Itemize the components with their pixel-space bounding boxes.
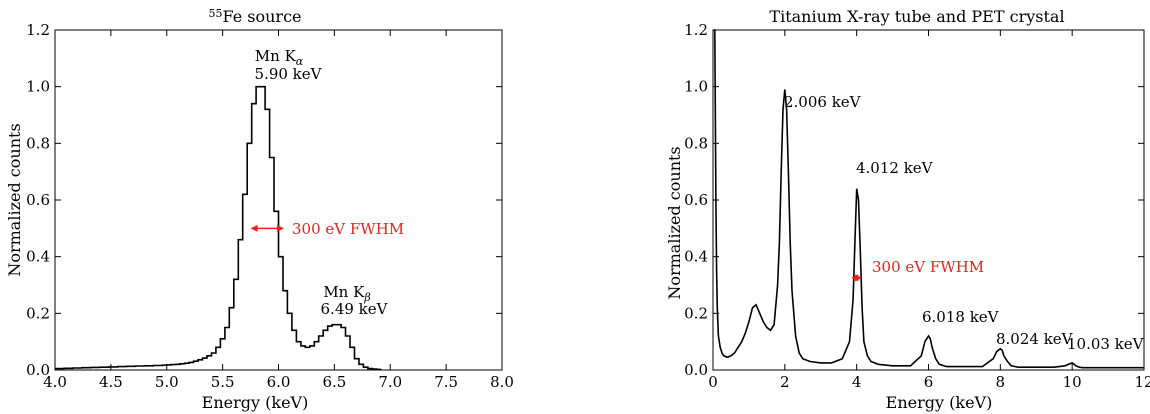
x-tick-label: 10 — [1063, 373, 1082, 391]
y-ticks: 0.0 0.2 0.4 0.6 0.8 1.0 1.2 — [26, 21, 502, 379]
fwhm-arrow-right — [277, 224, 285, 232]
x-tick-label: 8.0 — [490, 373, 514, 391]
y-tick-label: 0.2 — [684, 304, 708, 322]
x-ticks: 4.0 4.5 5.0 5.5 6.0 6.5 7.0 7.5 8.0 — [43, 30, 514, 391]
y-ticks: 0.0 0.2 0.4 0.6 0.8 1.0 1.2 — [684, 21, 1144, 379]
spectrum-line — [713, 29, 1144, 369]
annotation-mn-ka: Mn Kα — [255, 47, 304, 68]
mn-ka-energy: 5.90 keV — [255, 65, 323, 83]
y-tick-label: 0.0 — [684, 361, 708, 379]
x-tick-label: 4.0 — [43, 373, 67, 391]
peak-label-6018: 6.018 keV — [922, 308, 1000, 326]
x-axis-label: Energy (keV) — [202, 393, 309, 412]
mn-kb-label: Mn K — [323, 283, 365, 301]
x-tick-label: 0 — [708, 373, 718, 391]
plot-frame — [712, 29, 1145, 371]
y-tick-label: 0.4 — [26, 248, 50, 266]
peak-label-4012: 4.012 keV — [856, 159, 934, 177]
mn-kb-energy: 6.49 keV — [321, 300, 389, 318]
x-tick-label: 4.5 — [99, 373, 123, 391]
x-tick-label: 8 — [996, 373, 1006, 391]
y-tick-label: 0.0 — [26, 361, 50, 379]
peak-label-8024: 8.024 keV — [996, 330, 1074, 348]
x-tick-label: 5.5 — [211, 373, 235, 391]
titanium-chart: Titanium X-ray tube and PET crystal Ener… — [665, 7, 1150, 412]
y-tick-label: 1.0 — [26, 78, 50, 96]
peak-label-1003: 10.03 keV — [1067, 335, 1145, 353]
y-tick-label: 0.6 — [684, 191, 708, 209]
mn-kb-sub: β — [363, 291, 370, 304]
fe55-chart: 55Fe source Energy (keV) Normalized coun… — [5, 7, 514, 412]
y-tick-label: 0.8 — [26, 134, 50, 152]
y-axis-label: Normalized counts — [5, 123, 24, 276]
x-tick-label: 4 — [852, 373, 862, 391]
spectrum-line — [55, 85, 382, 371]
fwhm-arrow-left — [250, 224, 258, 232]
chart-title: Titanium X-ray tube and PET crystal — [769, 7, 1064, 26]
y-axis-label: Normalized counts — [665, 146, 684, 299]
fwhm-label: 300 eV FWHM — [292, 220, 404, 238]
x-tick-label: 6 — [924, 373, 934, 391]
x-tick-label: 6.0 — [267, 373, 291, 391]
fwhm-marker — [851, 274, 863, 282]
x-tick-label: 7.0 — [378, 373, 402, 391]
fwhm-label: 300 eV FWHM — [872, 258, 984, 276]
mn-ka-sub: α — [296, 55, 304, 68]
chart-title: 55Fe source — [208, 7, 301, 26]
annotation-mn-kb: Mn Kβ — [323, 283, 370, 304]
plot-frame — [54, 29, 503, 371]
fwhm-marker — [250, 224, 285, 232]
x-ticks: 0 2 4 6 8 10 12 — [708, 30, 1150, 391]
y-tick-label: 1.0 — [684, 78, 708, 96]
y-tick-label: 1.2 — [26, 21, 50, 39]
fwhm-arrow-right — [855, 274, 863, 282]
x-tick-label: 5.0 — [155, 373, 179, 391]
y-tick-label: 0.2 — [26, 304, 50, 322]
mn-ka-label: Mn K — [255, 47, 297, 65]
x-axis-label: Energy (keV) — [886, 393, 993, 412]
title-superscript: 55 — [208, 7, 222, 20]
y-tick-label: 0.6 — [26, 191, 50, 209]
x-tick-label: 7.5 — [434, 373, 458, 391]
x-tick-label: 12 — [1134, 373, 1150, 391]
x-tick-label: 6.5 — [322, 373, 346, 391]
x-tick-label: 2 — [780, 373, 790, 391]
y-tick-label: 0.4 — [684, 248, 708, 266]
y-tick-label: 1.2 — [684, 21, 708, 39]
y-tick-label: 0.8 — [684, 134, 708, 152]
title-text: Fe source — [222, 7, 301, 26]
peak-label-2006: 2.006 keV — [784, 93, 862, 111]
